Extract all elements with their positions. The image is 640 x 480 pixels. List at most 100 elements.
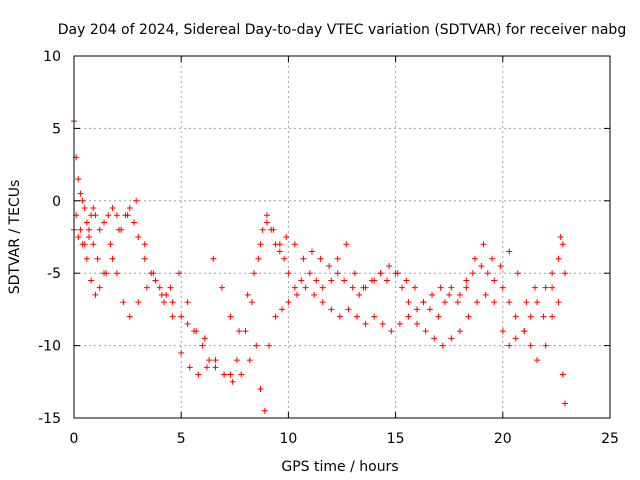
data-point xyxy=(377,270,384,277)
data-point xyxy=(141,241,148,248)
data-point xyxy=(251,270,258,277)
data-point xyxy=(559,241,566,248)
data-point xyxy=(283,234,290,240)
data-point xyxy=(469,270,476,277)
data-point xyxy=(109,205,116,212)
data-point xyxy=(193,328,200,335)
data-point xyxy=(94,255,101,262)
y-tick-label: -10 xyxy=(38,339,61,355)
data-point xyxy=(319,284,326,291)
data-point xyxy=(394,270,401,277)
data-point xyxy=(131,219,138,226)
data-point xyxy=(414,306,421,313)
y-tick-label: 5 xyxy=(52,121,61,137)
data-point xyxy=(414,320,421,327)
data-point xyxy=(484,270,491,277)
data-point xyxy=(257,241,264,248)
data-point xyxy=(326,262,333,269)
data-point xyxy=(499,328,506,335)
data-point xyxy=(124,212,131,219)
data-point xyxy=(169,299,176,306)
data-point xyxy=(360,284,367,291)
data-point xyxy=(229,378,236,385)
data-point xyxy=(527,342,534,349)
data-point xyxy=(176,270,183,277)
data-point xyxy=(135,299,142,306)
data-point xyxy=(491,277,498,284)
data-point xyxy=(293,291,300,298)
data-point xyxy=(512,313,519,320)
data-point xyxy=(161,299,168,306)
data-point xyxy=(463,277,470,284)
data-point xyxy=(126,205,133,212)
data-point xyxy=(253,342,260,349)
data-point xyxy=(362,320,369,327)
data-point xyxy=(426,306,433,313)
data-point xyxy=(184,299,191,306)
x-tick-label: 10 xyxy=(279,431,297,447)
data-point xyxy=(90,241,97,248)
data-point xyxy=(514,270,521,277)
data-point xyxy=(369,277,376,284)
data-point xyxy=(278,306,285,313)
data-point xyxy=(441,299,448,306)
data-point xyxy=(206,357,213,364)
data-point xyxy=(497,262,504,269)
data-point xyxy=(143,284,150,291)
data-point xyxy=(336,313,343,320)
data-point xyxy=(328,306,335,313)
data-point xyxy=(439,342,446,349)
data-point xyxy=(512,335,519,342)
data-point xyxy=(561,400,568,407)
data-point xyxy=(178,349,185,356)
data-point xyxy=(199,342,206,349)
data-point xyxy=(109,255,116,262)
data-point xyxy=(540,313,547,320)
data-point xyxy=(349,284,356,291)
data-point xyxy=(491,299,498,306)
data-point xyxy=(88,277,95,284)
data-point xyxy=(167,284,174,291)
data-point xyxy=(86,234,93,240)
data-point xyxy=(141,255,148,262)
x-axis-ticks: 0 5 10 15 20 25 xyxy=(70,56,619,447)
data-point xyxy=(83,219,90,226)
data-point xyxy=(255,255,262,262)
data-point xyxy=(549,284,556,291)
data-point xyxy=(276,241,283,248)
data-point xyxy=(345,306,352,313)
data-point xyxy=(456,328,463,335)
data-point xyxy=(281,255,288,262)
data-point xyxy=(285,299,292,306)
data-point xyxy=(150,270,157,277)
data-point xyxy=(371,313,378,320)
data-point xyxy=(261,407,268,414)
data-point xyxy=(559,371,566,378)
data-point xyxy=(86,226,93,233)
data-point xyxy=(113,270,120,277)
data-point xyxy=(523,299,530,306)
data-point xyxy=(79,197,86,204)
plot-frame xyxy=(73,55,611,419)
data-point xyxy=(158,291,165,298)
data-point xyxy=(96,226,103,233)
data-point xyxy=(317,255,324,262)
data-point xyxy=(456,291,463,298)
data-point xyxy=(386,262,393,269)
data-point xyxy=(107,241,114,248)
data-point xyxy=(272,313,279,320)
data-points xyxy=(71,118,568,414)
data-point xyxy=(285,270,292,277)
y-tick-label: 0 xyxy=(52,194,61,210)
data-point xyxy=(354,313,361,320)
data-point xyxy=(422,328,429,335)
data-point xyxy=(388,328,395,335)
data-point xyxy=(116,226,123,233)
x-tick-label: 15 xyxy=(387,431,405,447)
data-point xyxy=(506,342,513,349)
data-point xyxy=(291,241,298,248)
data-point xyxy=(248,299,255,306)
data-point xyxy=(233,357,240,364)
data-point xyxy=(101,219,108,226)
data-point xyxy=(120,299,127,306)
